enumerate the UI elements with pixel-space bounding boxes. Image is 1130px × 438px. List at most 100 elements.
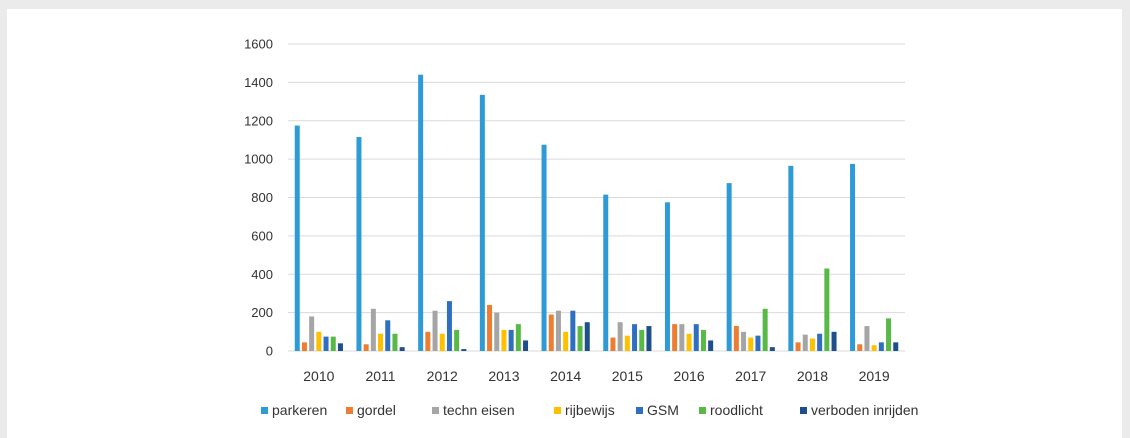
legend-swatch bbox=[699, 407, 706, 414]
bar bbox=[850, 163, 856, 351]
bar bbox=[802, 334, 808, 351]
bar bbox=[392, 333, 398, 351]
x-tick-label: 2019 bbox=[859, 368, 890, 384]
x-tick-label: 2014 bbox=[550, 368, 581, 384]
chart-frame: 0 200 400 600 800 1000 1200 1400 1600 2010 2011 20… bbox=[7, 9, 1122, 438]
bar bbox=[515, 324, 521, 351]
bar bbox=[726, 183, 732, 351]
bar bbox=[762, 308, 768, 351]
x-axis: 2010 2011 2012 2013 2014 2015 2016 2017 2018 2019 bbox=[303, 368, 890, 384]
bar bbox=[617, 322, 623, 351]
y-axis: 0 200 400 600 800 1000 1200 1400 1600 bbox=[244, 37, 273, 359]
x-tick-label: 2010 bbox=[303, 368, 334, 384]
bar bbox=[700, 329, 706, 351]
bar bbox=[330, 336, 336, 351]
y-tick-label: 400 bbox=[251, 267, 273, 282]
bar bbox=[664, 202, 670, 351]
y-tick-label: 200 bbox=[251, 305, 273, 320]
x-tick-label: 2016 bbox=[673, 368, 704, 384]
bar bbox=[294, 125, 300, 351]
bar bbox=[893, 342, 899, 351]
y-tick-label: 600 bbox=[251, 228, 273, 243]
bar bbox=[603, 194, 609, 351]
bar bbox=[356, 137, 362, 351]
legend-item: rijbewijs bbox=[554, 402, 615, 418]
bar bbox=[788, 165, 794, 351]
legend-item: gordel bbox=[346, 402, 396, 418]
bar bbox=[323, 336, 329, 351]
bar bbox=[878, 342, 884, 351]
bars bbox=[294, 74, 899, 352]
legend: parkeren gordel techn eisen rijbewijs GSM roo… bbox=[261, 402, 918, 418]
bar bbox=[809, 338, 815, 351]
x-tick-label: 2013 bbox=[488, 368, 519, 384]
legend-label: techn eisen bbox=[443, 402, 515, 418]
bar bbox=[461, 349, 467, 351]
y-tick-label: 1200 bbox=[244, 113, 273, 128]
x-tick-label: 2017 bbox=[735, 368, 766, 384]
bar bbox=[686, 333, 692, 351]
legend-item: GSM bbox=[636, 402, 679, 418]
bar bbox=[548, 314, 554, 351]
bar bbox=[624, 335, 630, 351]
bar bbox=[769, 347, 775, 351]
bar bbox=[425, 331, 431, 351]
bar bbox=[316, 331, 322, 351]
bar bbox=[672, 324, 678, 351]
legend-label: verboden inrijden bbox=[811, 402, 918, 418]
bar bbox=[871, 345, 877, 351]
bar bbox=[886, 318, 892, 351]
bar bbox=[439, 333, 445, 351]
x-tick-label: 2018 bbox=[797, 368, 828, 384]
bar bbox=[454, 329, 460, 351]
bar bbox=[755, 335, 761, 351]
legend-swatch bbox=[346, 407, 353, 414]
bar bbox=[541, 144, 547, 351]
bar bbox=[824, 268, 830, 351]
bar bbox=[378, 333, 384, 351]
bar bbox=[693, 324, 699, 351]
bar bbox=[563, 331, 569, 351]
bar bbox=[487, 304, 493, 351]
legend-swatch bbox=[800, 407, 807, 414]
bar bbox=[418, 74, 424, 351]
bar bbox=[864, 326, 870, 351]
bar bbox=[337, 343, 343, 351]
bar bbox=[399, 347, 405, 351]
x-tick-label: 2011 bbox=[365, 368, 395, 384]
y-tick-label: 1400 bbox=[244, 75, 273, 90]
bar bbox=[632, 324, 638, 351]
x-tick-label: 2012 bbox=[427, 368, 458, 384]
bar bbox=[584, 322, 590, 351]
bar bbox=[795, 342, 801, 351]
bar bbox=[363, 344, 369, 351]
legend-label: gordel bbox=[357, 402, 396, 418]
y-tick-label: 800 bbox=[251, 190, 273, 205]
bar bbox=[831, 331, 837, 351]
bar bbox=[577, 326, 583, 351]
y-tick-label: 1000 bbox=[244, 152, 273, 167]
bar bbox=[494, 312, 500, 351]
bar bbox=[610, 337, 616, 351]
legend-label: GSM bbox=[647, 402, 679, 418]
bar bbox=[501, 329, 507, 351]
bar bbox=[639, 329, 645, 351]
bar bbox=[432, 310, 438, 351]
bar bbox=[857, 344, 863, 351]
legend-swatch bbox=[261, 407, 268, 414]
legend-label: roodlicht bbox=[710, 402, 763, 418]
bar bbox=[646, 326, 652, 351]
bar bbox=[523, 340, 529, 351]
legend-label: parkeren bbox=[272, 402, 327, 418]
bar bbox=[570, 310, 576, 351]
bar bbox=[733, 326, 739, 351]
bar bbox=[446, 301, 452, 351]
y-tick-label: 0 bbox=[266, 344, 273, 359]
bar bbox=[508, 329, 514, 351]
y-tick-label: 1600 bbox=[244, 37, 273, 52]
bar bbox=[748, 337, 754, 351]
bar bbox=[309, 316, 315, 351]
legend-swatch bbox=[432, 407, 439, 414]
x-tick-label: 2015 bbox=[612, 368, 643, 384]
